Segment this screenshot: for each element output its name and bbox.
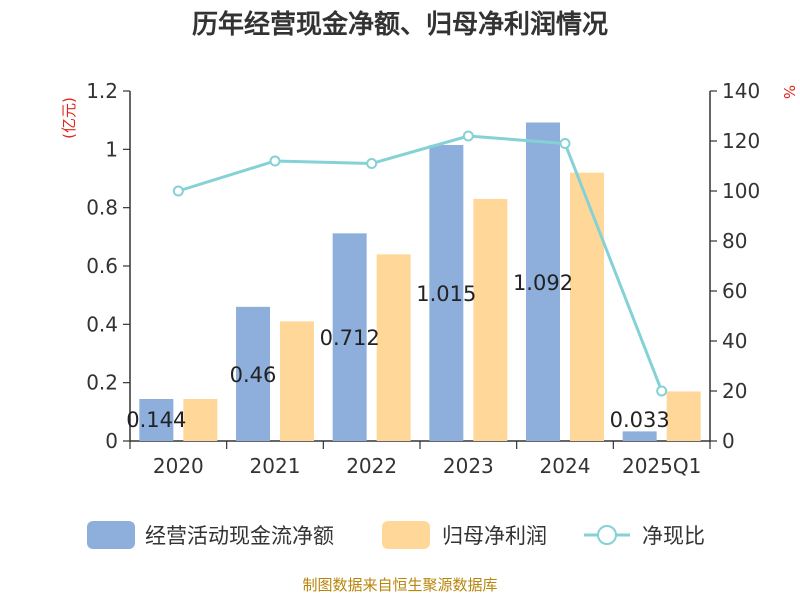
x-tick-label: 2022 xyxy=(346,454,397,478)
bar-operating-cashflow xyxy=(236,306,270,441)
line-point xyxy=(656,385,668,397)
bar-operating-cashflow xyxy=(332,233,367,441)
line-point xyxy=(172,185,184,197)
y-right-tick-label: 120 xyxy=(722,129,760,153)
y-left-tick-label: 1.2 xyxy=(86,79,118,103)
bar-operating-cashflow xyxy=(139,399,174,441)
bar-operating-cashflow xyxy=(526,122,560,441)
plot-area: 0 0.2 0.4 0.6 0.8 1 1.2 0 20 40 60 80 100 120 140 2020 2… xyxy=(86,79,760,478)
bar-net-profit xyxy=(280,321,314,441)
y-left-tick-label: 0.2 xyxy=(86,371,118,395)
data-label: 1.015 xyxy=(416,282,476,306)
line-cash-ratio xyxy=(177,134,664,392)
bar-net-profit xyxy=(183,399,218,441)
y-right-tick-label: 20 xyxy=(722,379,747,403)
chart-title: 历年经营现金净额、归母净利润情况 xyxy=(192,9,608,40)
data-label: 1.092 xyxy=(513,271,573,295)
data-label: 0.144 xyxy=(126,408,186,432)
legend-label-cash-ratio: 净现比 xyxy=(642,524,705,548)
legend-label-operating-cashflow: 经营活动现金流净额 xyxy=(145,524,334,548)
y-right-tick-label: 140 xyxy=(722,79,760,103)
x-tick-label: 2024 xyxy=(540,454,591,478)
bar-net-profit xyxy=(376,254,411,441)
data-label: 0.033 xyxy=(610,408,670,432)
x-tick-label: 2021 xyxy=(250,454,301,478)
right-axis-unit: % xyxy=(780,85,798,99)
y-left-tick-label: 0.8 xyxy=(86,196,118,220)
y-right-tick-label: 80 xyxy=(722,229,747,253)
legend-swatch-net-profit xyxy=(382,521,430,549)
line-point xyxy=(559,138,571,149)
bar-net-profit xyxy=(473,198,508,441)
bar-net-profit xyxy=(570,172,604,441)
legend-label-net-profit: 归母净利润 xyxy=(442,524,547,548)
x-tick-label: 2025Q1 xyxy=(622,454,701,478)
bar-operating-cashflow xyxy=(622,431,657,441)
line-point xyxy=(269,155,281,167)
legend-swatch-operating-cashflow xyxy=(87,521,135,549)
legend: 经营活动现金流净额 归母净利润 净现比 xyxy=(87,521,705,549)
legend-swatch-marker xyxy=(597,525,617,545)
y-right-tick-label: 0 xyxy=(722,429,735,453)
line-point xyxy=(462,130,474,142)
y-left-tick-label: 0.6 xyxy=(86,254,118,278)
x-tick-label: 2023 xyxy=(443,454,494,478)
bar-operating-cashflow xyxy=(429,144,464,442)
y-right-tick-label: 60 xyxy=(722,279,747,303)
y-left-tick-label: 0 xyxy=(105,429,118,453)
y-right-tick-label: 100 xyxy=(722,179,760,203)
data-label: 0.46 xyxy=(230,363,277,387)
x-tick-label: 2020 xyxy=(153,454,204,478)
line-point xyxy=(366,158,378,169)
data-label: 0.712 xyxy=(320,326,380,350)
y-left-tick-label: 1 xyxy=(105,137,118,161)
y-left-tick-label: 0.4 xyxy=(86,312,118,336)
y-right-tick-label: 40 xyxy=(722,329,747,353)
left-axis-unit: (亿元) xyxy=(60,97,78,139)
bar-net-profit xyxy=(666,391,701,441)
source-note: 制图数据来自恒生聚源数据库 xyxy=(302,576,497,594)
